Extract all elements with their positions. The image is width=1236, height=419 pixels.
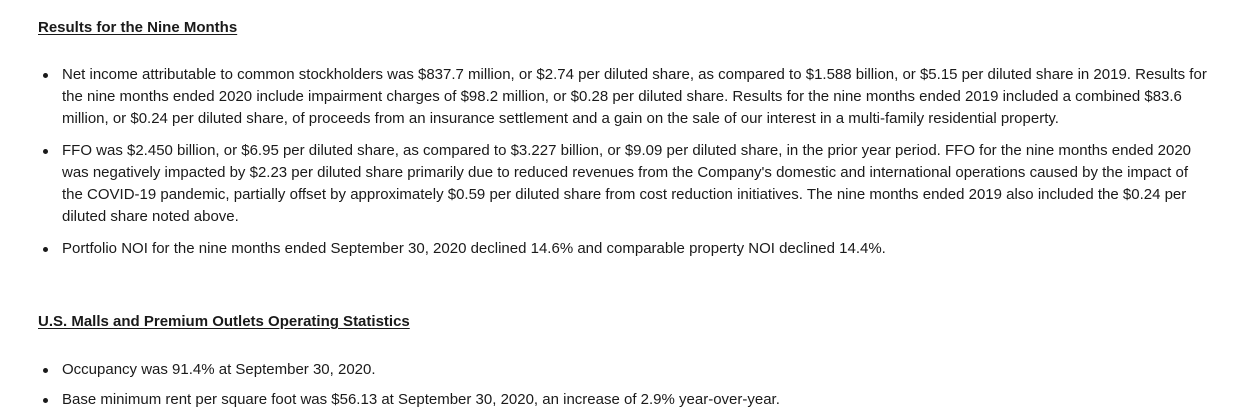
bullet-icon [43,247,48,252]
section-heading-nine-months-results: Results for the Nine Months [38,19,238,36]
list-item: Base minimum rent per square foot was $5… [0,389,1212,411]
list-item: Net income attributable to common stockh… [0,64,1212,130]
bullet-icon [43,368,48,373]
bullet-text-ffo: FFO was $2.450 billion, or $6.95 per dil… [62,142,1191,225]
bullet-icon [43,149,48,154]
bullet-text-occupancy: Occupancy was 91.4% at September 30, 202… [62,361,376,378]
bullet-icon [43,398,48,403]
list-item: Occupancy was 91.4% at September 30, 202… [0,359,1212,381]
section-heading-operating-statistics: U.S. Malls and Premium Outlets Operating… [38,313,410,330]
bullet-text-portfolio-noi: Portfolio NOI for the nine months ended … [62,240,886,257]
list-item: FFO was $2.450 billion, or $6.95 per dil… [0,140,1212,228]
bullet-icon [43,73,48,78]
nine-months-results-list: Net income attributable to common stockh… [0,64,1212,260]
list-item: Portfolio NOI for the nine months ended … [0,238,1212,260]
bullet-text-net-income: Net income attributable to common stockh… [62,66,1207,127]
operating-statistics-list: Occupancy was 91.4% at September 30, 202… [0,359,1212,411]
bullet-text-base-minimum-rent: Base minimum rent per square foot was $5… [62,391,780,408]
